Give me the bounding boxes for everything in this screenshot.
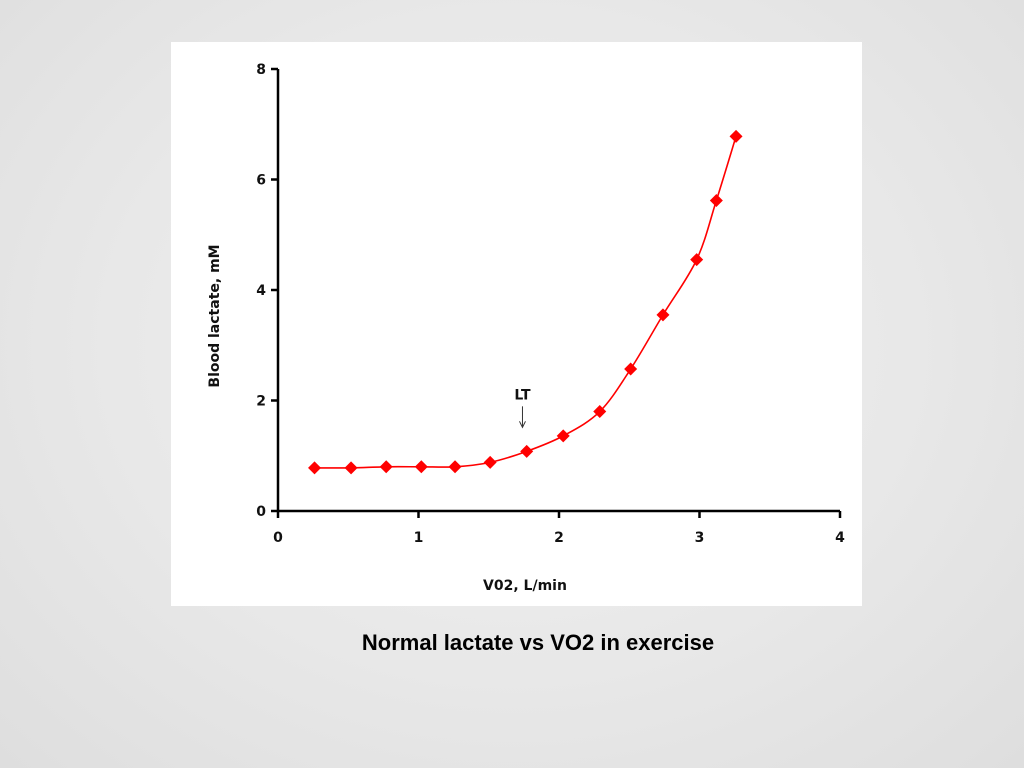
- data-point: [709, 193, 723, 207]
- y-tick-label: 6: [256, 173, 266, 189]
- data-point: [690, 253, 704, 267]
- annotation-arrow-head: [519, 421, 526, 429]
- data-point: [344, 461, 358, 475]
- x-tick-label: 4: [835, 530, 845, 546]
- annotation-label: LT: [514, 387, 531, 403]
- y-tick-label: 0: [256, 504, 266, 520]
- data-point: [593, 405, 607, 419]
- slide-caption: Normal lactate vs VO2 in exercise: [361, 630, 715, 655]
- data-point: [556, 429, 570, 443]
- x-tick-label: 0: [273, 530, 283, 546]
- x-tick-label: 2: [554, 530, 564, 546]
- x-tick-label: 1: [414, 530, 424, 546]
- data-point: [656, 308, 670, 322]
- data-point: [624, 362, 638, 376]
- data-point: [308, 461, 322, 475]
- y-axis-label: Blood lactate, mM: [207, 244, 223, 387]
- lactate-chart: 0 1 2 3 4 0 2 4 6 8 V02, L/min Blood lactate, mM LT: [207, 62, 845, 594]
- data-point: [414, 460, 428, 474]
- y-tick-label: 2: [256, 394, 266, 410]
- data-point: [483, 455, 497, 469]
- chart-panel: 0 1 2 3 4 0 2 4 6 8 V02, L/min Blood lactate, mM LT: [171, 42, 862, 606]
- data-point: [520, 444, 534, 458]
- data-point: [448, 460, 462, 474]
- data-point: [729, 129, 743, 143]
- series-line: [314, 136, 737, 469]
- x-tick-label: 3: [695, 530, 705, 546]
- y-tick-label: 4: [256, 283, 266, 299]
- x-axis-label: V02, L/min: [483, 578, 567, 594]
- y-tick-label: 8: [256, 62, 266, 78]
- data-point: [379, 460, 393, 474]
